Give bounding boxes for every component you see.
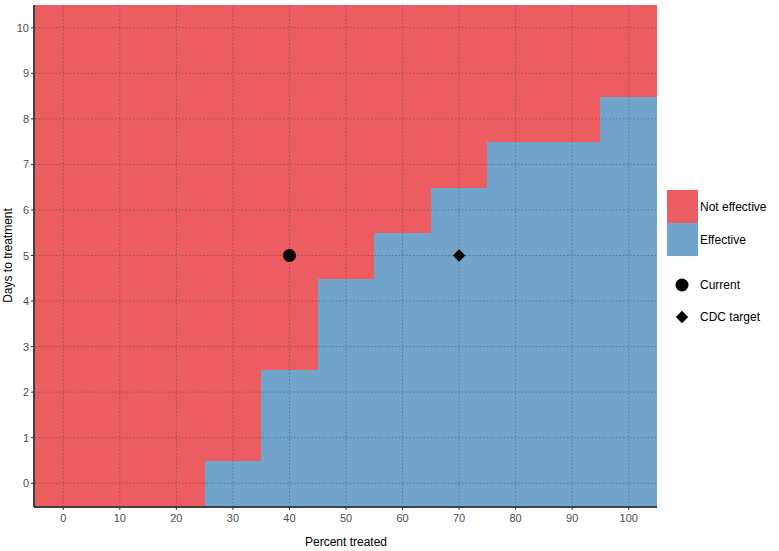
grid-line	[35, 301, 657, 302]
grid-line	[35, 346, 657, 347]
x-tick	[459, 507, 460, 510]
grid-line	[35, 27, 657, 28]
legend-label: Current	[700, 278, 741, 292]
legend-swatch	[667, 223, 698, 256]
legend-marker	[676, 279, 689, 292]
grid-line	[35, 255, 657, 256]
x-tick	[572, 507, 573, 510]
x-tick	[63, 507, 64, 510]
grid-line	[232, 5, 233, 506]
y-axis-label: Days to treatment	[1, 207, 15, 302]
grid-line	[35, 209, 657, 210]
legend-label: CDC target	[700, 310, 761, 324]
grid-line	[35, 73, 657, 74]
y-tick-label: 5	[23, 250, 29, 262]
x-tick-label: 10	[114, 512, 126, 524]
x-tick	[515, 507, 516, 510]
y-tick	[31, 27, 34, 28]
grid-line	[35, 164, 657, 165]
x-tick	[289, 507, 290, 510]
y-tick	[31, 164, 34, 165]
x-axis-label: Percent treated	[305, 535, 387, 549]
legend-label: Not effective	[700, 200, 767, 214]
legend: Not effective Effective Current CDC target	[667, 190, 767, 324]
y-tick	[31, 255, 34, 256]
grid-line	[35, 118, 657, 119]
y-tick	[31, 437, 34, 438]
legend-marker	[676, 311, 688, 323]
x-tick	[232, 507, 233, 510]
y-tick-label: 2	[23, 386, 29, 398]
y-tick-label: 9	[23, 67, 29, 79]
grid-line	[35, 437, 657, 438]
y-tick-label: 0	[23, 477, 29, 489]
x-tick-label: 50	[340, 512, 352, 524]
x-tick	[119, 507, 120, 510]
grid-line	[346, 5, 347, 506]
x-tick-label: 100	[620, 512, 638, 524]
legend-swatch	[667, 190, 698, 223]
y-tick	[31, 73, 34, 74]
x-tick	[176, 507, 177, 510]
y-tick	[31, 118, 34, 119]
y-tick-label: 1	[23, 432, 29, 444]
y-tick-label: 8	[23, 113, 29, 125]
x-tick-label: 60	[396, 512, 408, 524]
x-tick	[628, 507, 629, 510]
y-tick	[31, 483, 34, 484]
x-tick-label: 70	[453, 512, 465, 524]
y-tick-label: 10	[17, 22, 29, 34]
point	[283, 249, 296, 262]
y-tick	[31, 209, 34, 210]
x-tick	[402, 507, 403, 510]
x-tick-label: 30	[227, 512, 239, 524]
chart: 0 10 20 30 40 50 60 70 80 90 100 0 1 2 3 4 5 6 7 8 9 10 Percen…	[0, 0, 779, 551]
grid-line	[35, 392, 657, 393]
x-tick-label: 80	[510, 512, 522, 524]
y-tick-label: 4	[23, 295, 29, 307]
x-tick-label: 0	[60, 512, 66, 524]
plot-area	[35, 5, 657, 506]
x-tick-label: 20	[170, 512, 182, 524]
y-tick-label: 3	[23, 341, 29, 353]
x-tick-label: 40	[283, 512, 295, 524]
y-tick	[31, 392, 34, 393]
point	[453, 249, 465, 261]
x-tick	[346, 507, 347, 510]
y-tick-label: 6	[23, 204, 29, 216]
grid-line	[35, 483, 657, 484]
legend-label: Effective	[700, 233, 746, 247]
grid-line	[628, 5, 629, 506]
y-tick	[31, 301, 34, 302]
x-tick-label: 90	[566, 512, 578, 524]
y-tick-label: 7	[23, 158, 29, 170]
y-tick	[31, 346, 34, 347]
